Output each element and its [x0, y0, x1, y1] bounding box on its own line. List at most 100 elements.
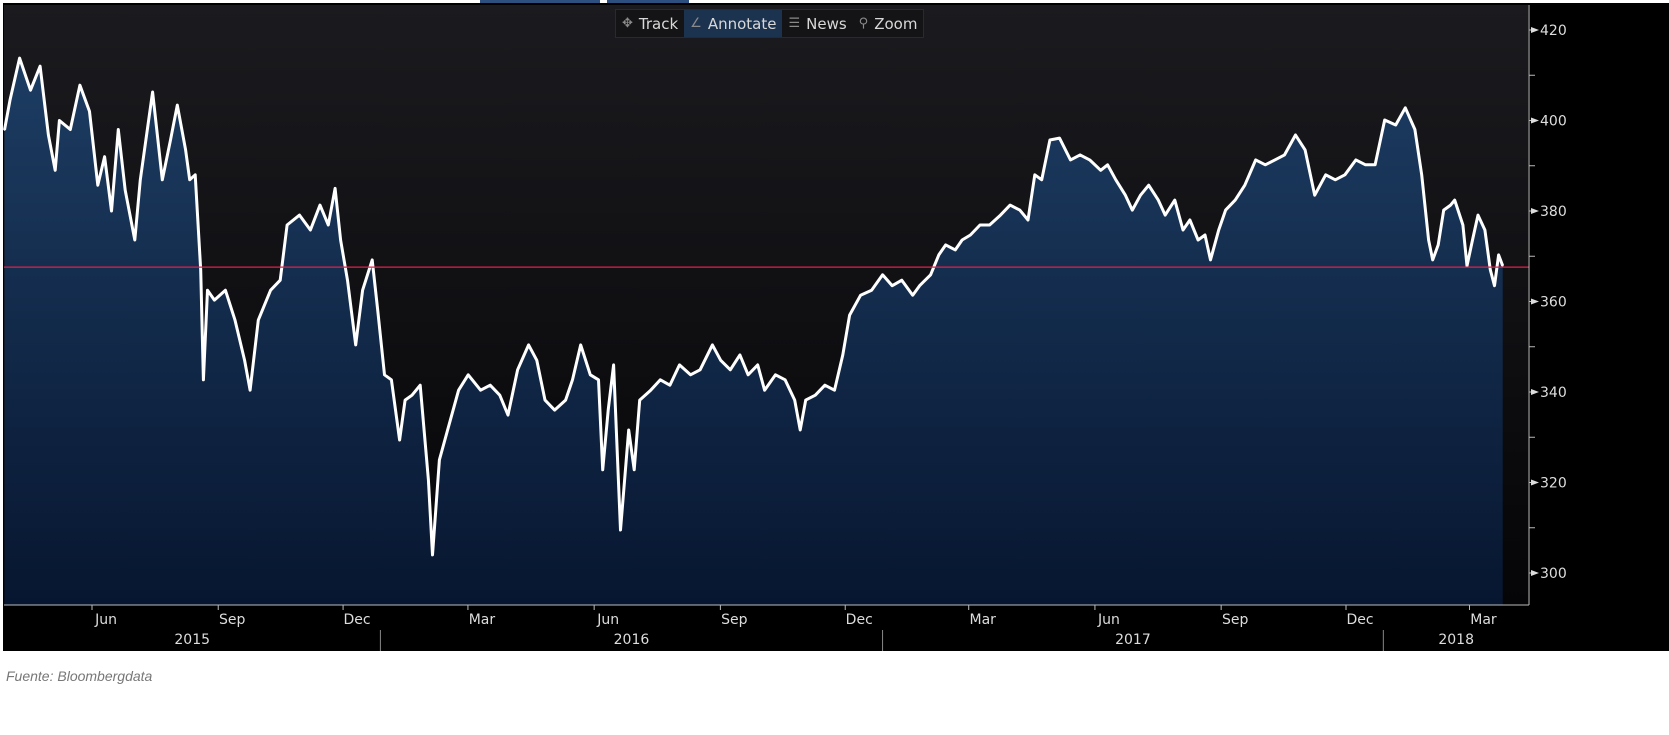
annotate-button[interactable]: ∠ Annotate: [684, 10, 783, 37]
data-point: [1234, 199, 1236, 201]
data-point: [411, 394, 413, 396]
data-point: [103, 155, 106, 158]
data-point: [1374, 164, 1376, 166]
y-tick-marker: [1531, 570, 1539, 576]
data-point: [659, 378, 662, 381]
data-point: [327, 224, 330, 226]
y-tick-marker: [1531, 208, 1539, 214]
data-point: [804, 399, 807, 401]
y-tick-label: 340: [1540, 385, 1567, 401]
data-point: [589, 374, 592, 376]
data-point: [371, 259, 373, 261]
data-point: [234, 319, 236, 321]
data-point: [1437, 244, 1440, 246]
data-point: [1204, 234, 1206, 236]
chart-toolbar: ✥ Track ∠ Annotate ☰ News ⚲ Zoom: [615, 9, 925, 38]
data-point: [243, 359, 246, 362]
data-point: [1466, 264, 1468, 267]
data-point: [719, 359, 722, 362]
data-point: [269, 289, 272, 291]
track-label: Track: [638, 14, 679, 33]
data-point: [979, 224, 981, 226]
data-point: [1344, 174, 1346, 176]
data-point: [1442, 209, 1445, 211]
data-point: [1497, 254, 1500, 256]
data-point: [54, 169, 57, 172]
data-point: [911, 294, 914, 296]
data-point: [58, 119, 61, 122]
data-point: [202, 378, 205, 381]
data-point: [756, 364, 759, 366]
data-point: [1493, 284, 1496, 287]
data-point: [1217, 229, 1220, 231]
data-point: [1383, 119, 1386, 121]
data-point: [438, 459, 441, 461]
data-point: [1157, 199, 1160, 201]
magnifier-icon: ⚲: [858, 16, 869, 31]
data-point: [309, 229, 312, 231]
news-icon: ☰: [788, 16, 801, 31]
x-tick-label: Jun: [1097, 612, 1120, 628]
data-point: [689, 374, 692, 376]
data-point: [841, 354, 844, 356]
track-button[interactable]: ✥ Track: [616, 10, 684, 37]
data-point: [938, 254, 940, 256]
x-tick-label: Sep: [219, 612, 246, 628]
news-button[interactable]: ☰ News: [782, 10, 852, 37]
data-point: [527, 344, 530, 346]
y-tick-marker: [1531, 479, 1539, 486]
data-point: [929, 274, 932, 276]
data-point: [188, 178, 191, 181]
data-point: [627, 429, 630, 431]
x-tick-label: Mar: [469, 612, 496, 628]
data-point: [134, 239, 136, 241]
data-point: [1453, 199, 1456, 201]
data-point: [553, 409, 556, 411]
data-point: [1049, 139, 1051, 141]
tab-strip-right: [607, 0, 689, 4]
data-point: [1404, 107, 1407, 109]
data-point: [612, 364, 615, 366]
data-point: [1471, 239, 1474, 241]
data-point: [88, 110, 91, 113]
data-point: [918, 284, 921, 287]
data-point: [1394, 124, 1397, 126]
data-point: [47, 134, 50, 136]
data-point: [763, 389, 766, 391]
data-point: [848, 314, 851, 316]
data-point: [319, 204, 321, 206]
data-point: [151, 91, 154, 93]
data-point: [1147, 184, 1150, 187]
data-point: [29, 89, 32, 91]
data-point: [334, 187, 336, 190]
chart-area[interactable]: 300 320 340 360 380 400 420 Jun Sep Dec Mar Jun Sep D…: [3, 3, 1669, 651]
x-tick-label: Mar: [969, 612, 996, 628]
data-point: [161, 178, 164, 181]
zoom-button[interactable]: ⚲ Zoom: [853, 10, 924, 37]
year-label: 2015: [174, 632, 210, 648]
data-point: [1173, 199, 1176, 201]
data-point: [649, 389, 652, 391]
tab-strip-left: [480, 0, 600, 4]
data-point: [249, 389, 251, 391]
data-point: [1427, 239, 1430, 241]
data-point: [184, 149, 187, 151]
data-point: [507, 414, 509, 416]
data-point: [900, 279, 903, 282]
data-point: [1304, 149, 1306, 151]
crosshair-icon: ✥: [622, 16, 633, 31]
data-point: [427, 478, 430, 481]
data-point: [729, 369, 732, 371]
data-point: [1264, 164, 1267, 166]
data-point: [669, 384, 671, 387]
data-point: [390, 378, 393, 381]
data-point: [279, 279, 282, 282]
data-point: [96, 184, 99, 187]
y-tick-label: 380: [1540, 204, 1567, 220]
data-point: [881, 274, 884, 276]
y-tick-marker: [1531, 298, 1539, 305]
data-point: [1334, 178, 1337, 181]
x-tick-label: Sep: [721, 612, 748, 628]
data-point: [124, 189, 127, 191]
data-point: [498, 394, 501, 396]
